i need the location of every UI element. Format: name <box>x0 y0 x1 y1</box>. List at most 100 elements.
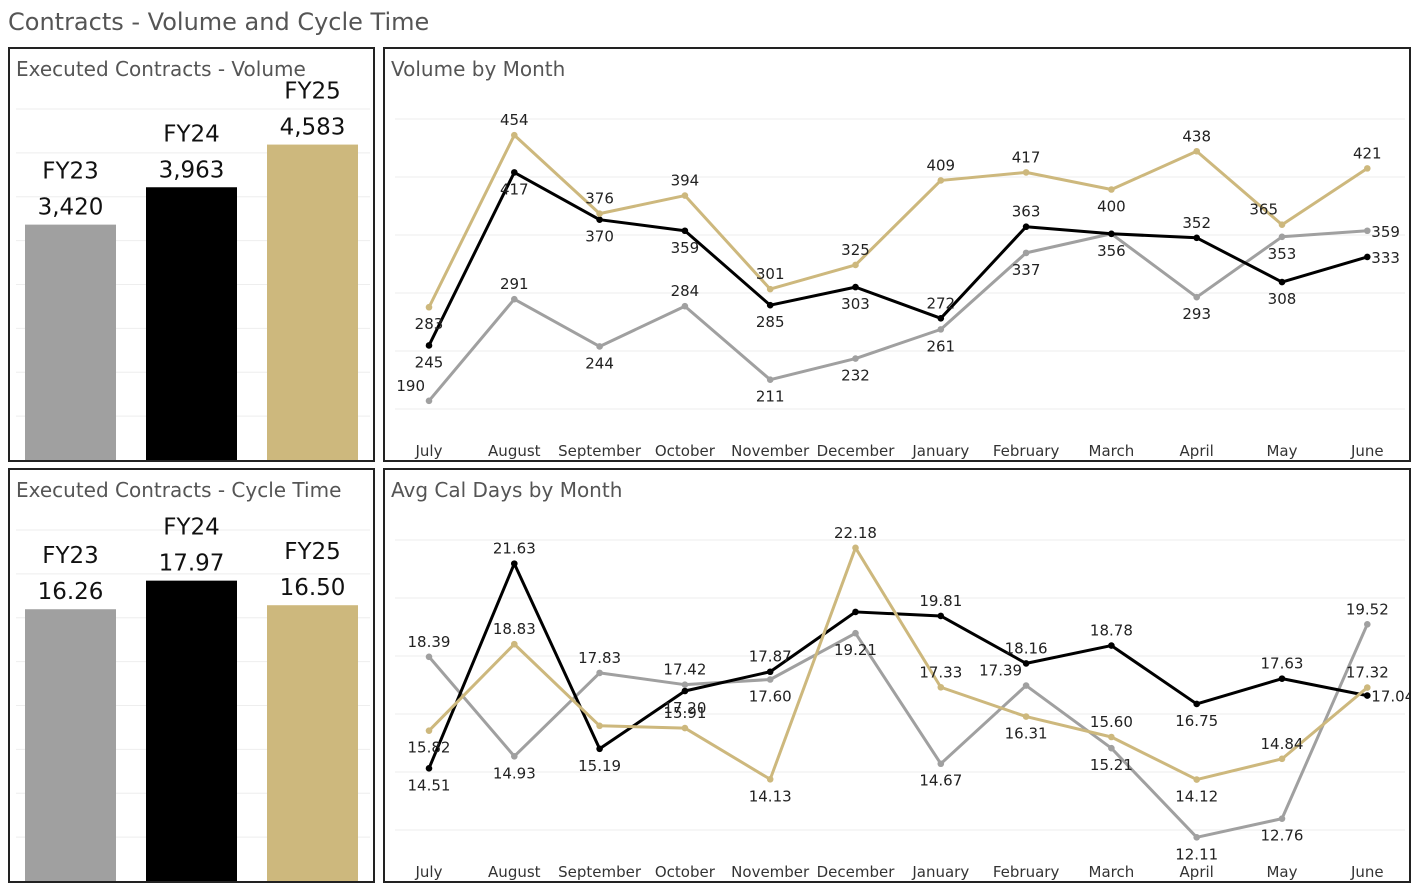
avg-days-month-point-fy25 <box>681 724 689 732</box>
volume-month-line-fy23 <box>427 229 1368 402</box>
avg-days-month-point-fy24 <box>937 612 945 620</box>
avg-days-month-point-fy25 <box>511 640 518 648</box>
avg-days-month-data-label-fy25: 17.33 <box>919 663 962 681</box>
volume-month-point-fy23 <box>681 302 689 310</box>
volume-month-data-label-fy25: 376 <box>585 190 614 208</box>
avg-days-month-x-tick-label: March <box>1089 863 1135 881</box>
volume-month-point-fy23 <box>1278 233 1286 241</box>
avg-days-month-line-fy24 <box>427 562 1368 769</box>
volume-month-x-tick-label: January <box>911 442 969 460</box>
avg-days-month-point-fy24 <box>1364 692 1371 699</box>
avg-days-month-data-label-fy24: 18.78 <box>1090 622 1133 640</box>
volume-month-data-label-fy25: 365 <box>1249 201 1278 219</box>
avg-days-month-x-tick-label: November <box>731 863 810 881</box>
volume-month-data-label-fy24: 303 <box>841 295 870 313</box>
avg-days-month-line-fy23 <box>427 623 1369 839</box>
volume-kpi-value-label: 4,583 <box>280 115 346 141</box>
avg-days-month-x-tick-label: May <box>1266 863 1297 881</box>
volume-month-x-tick-label: December <box>817 442 896 460</box>
avg-days-month-point-fy25 <box>766 775 774 783</box>
volume-month-point-fy25 <box>1193 147 1200 155</box>
volume-month-data-label-fy24: 359 <box>671 239 700 257</box>
volume-month-data-label-fy25: 400 <box>1097 198 1126 216</box>
avg-days-month-point-fy24 <box>1022 660 1030 667</box>
avg-days-month-x-tick-label: December <box>817 863 896 881</box>
volume-month-data-label-fy23: 211 <box>756 388 785 406</box>
volume-month-point-fy25 <box>766 285 774 293</box>
volume-month-point-fy25 <box>1278 221 1286 229</box>
avg-days-month-line-fy25 <box>427 546 1369 782</box>
volume-month-data-label-fy24: 245 <box>415 353 444 371</box>
volume-month-point-fy25 <box>596 210 603 217</box>
avg-days-month-data-label-fy25: 14.13 <box>749 787 792 805</box>
avg-days-month-point-fy23 <box>766 676 774 683</box>
volume-month-data-label-fy23: 244 <box>585 354 614 372</box>
volume-kpi-bar-fy25 <box>267 144 358 460</box>
dashboard-title: Contracts - Volume and Cycle Time <box>8 8 430 36</box>
volume-month-data-label-fy23: 293 <box>1182 305 1211 323</box>
volume-month-data-label-fy23: 261 <box>926 337 955 355</box>
volume-month-data-label-fy24: 333 <box>1371 249 1400 267</box>
volume-month-data-label-fy24: 352 <box>1182 214 1211 232</box>
cycle-time-kpi-chart: FY23 16.26 FY24 17.97 FY25 16.50 <box>16 515 370 881</box>
volume-kpi-value-label: 3,963 <box>159 157 225 183</box>
cycle-time-kpi-value-label: 16.26 <box>38 579 104 605</box>
volume-month-data-label-fy25: 421 <box>1353 144 1382 162</box>
avg-days-month-data-label-fy25: 15.82 <box>408 739 451 757</box>
volume-month-point-fy25 <box>681 192 689 199</box>
avg-days-month-data-label-fy23: 17.39 <box>979 662 1022 680</box>
volume-month-x-tick-label: August <box>488 442 541 460</box>
avg-days-month-data-label-fy25: 16.31 <box>1005 725 1048 743</box>
volume-month-x-tick-label: October <box>655 442 716 460</box>
cycle-time-kpi-bar-fy25 <box>267 605 358 881</box>
volume-month-point-fy24 <box>1022 223 1030 231</box>
volume-month-data-label-fy23: 356 <box>1097 242 1126 260</box>
volume-month-data-label-fy24: 370 <box>585 228 614 246</box>
volume-month-x-tick-label: July <box>415 442 443 460</box>
avg-days-month-data-label-fy24: 17.87 <box>749 648 792 666</box>
avg-days-month-data-label-fy24: 17.04 <box>1371 688 1409 706</box>
volume-month-data-label-fy24: 272 <box>926 294 955 312</box>
avg-days-month-data-label-fy24: 18.16 <box>1005 639 1048 657</box>
volume-month-point-fy25 <box>1022 169 1030 176</box>
avg-days-month-point-fy25 <box>937 683 945 691</box>
avg-days-month-x-tick-label: October <box>655 863 716 881</box>
avg-days-month-point-fy23 <box>1193 834 1200 841</box>
volume-month-data-label-fy23: 284 <box>671 282 700 300</box>
volume-month-data-label-fy25: 454 <box>500 111 529 129</box>
volume-kpi-category-label: FY25 <box>284 79 341 105</box>
volume-month-point-fy24 <box>511 169 518 176</box>
volume-by-month-panel: Volume by Month July August September Octob… <box>383 47 1411 462</box>
avg-days-month-data-label-fy25: 14.84 <box>1261 735 1304 753</box>
avg-days-month-point-fy24 <box>1108 642 1115 649</box>
volume-month-line-fy25 <box>427 133 1369 308</box>
cycle-time-kpi-bar-fy24 <box>146 580 237 881</box>
avg-days-month-point-fy25 <box>1022 713 1030 720</box>
avg-days-month-x-tick-label: June <box>1350 863 1384 881</box>
volume-month-point-fy25 <box>425 303 433 311</box>
volume-month-point-fy23 <box>425 397 433 405</box>
avg-days-month-point-fy23 <box>596 669 603 677</box>
cycle-time-kpi-title: Executed Contracts - Cycle Time <box>16 478 342 502</box>
cycle-time-kpi-bar-fy23 <box>25 609 116 881</box>
avg-days-month-data-label-fy25: 22.18 <box>834 524 877 542</box>
avg-days-month-point-fy25 <box>1108 733 1115 741</box>
avg-cal-days-chart: July August September October November Decemb… <box>395 524 1409 881</box>
volume-kpi-bar-fy23 <box>25 224 116 460</box>
volume-month-point-fy23 <box>937 326 945 333</box>
cycle-time-kpi-category-label: FY23 <box>42 543 99 569</box>
cycle-time-kpi-category-label: FY25 <box>284 539 341 565</box>
volume-month-data-label-fy25: 325 <box>841 241 870 259</box>
volume-month-point-fy24 <box>1278 278 1286 286</box>
avg-days-month-data-label-fy23: 18.39 <box>408 633 451 651</box>
cycle-time-kpi-panel: Executed Contracts - Cycle Time FY23 16.2… <box>8 468 375 883</box>
avg-days-month-point-fy23 <box>937 760 945 768</box>
avg-days-month-point-fy23 <box>1108 744 1115 752</box>
volume-month-x-tick-label: March <box>1089 442 1135 460</box>
volume-month-x-tick-label: April <box>1180 442 1214 460</box>
avg-days-month-point-fy24 <box>596 745 603 753</box>
volume-month-data-label-fy24: 417 <box>500 180 529 198</box>
volume-month-point-fy25 <box>852 261 859 269</box>
avg-days-month-x-tick-label: July <box>415 863 443 881</box>
volume-month-data-label-fy24: 308 <box>1268 290 1297 308</box>
